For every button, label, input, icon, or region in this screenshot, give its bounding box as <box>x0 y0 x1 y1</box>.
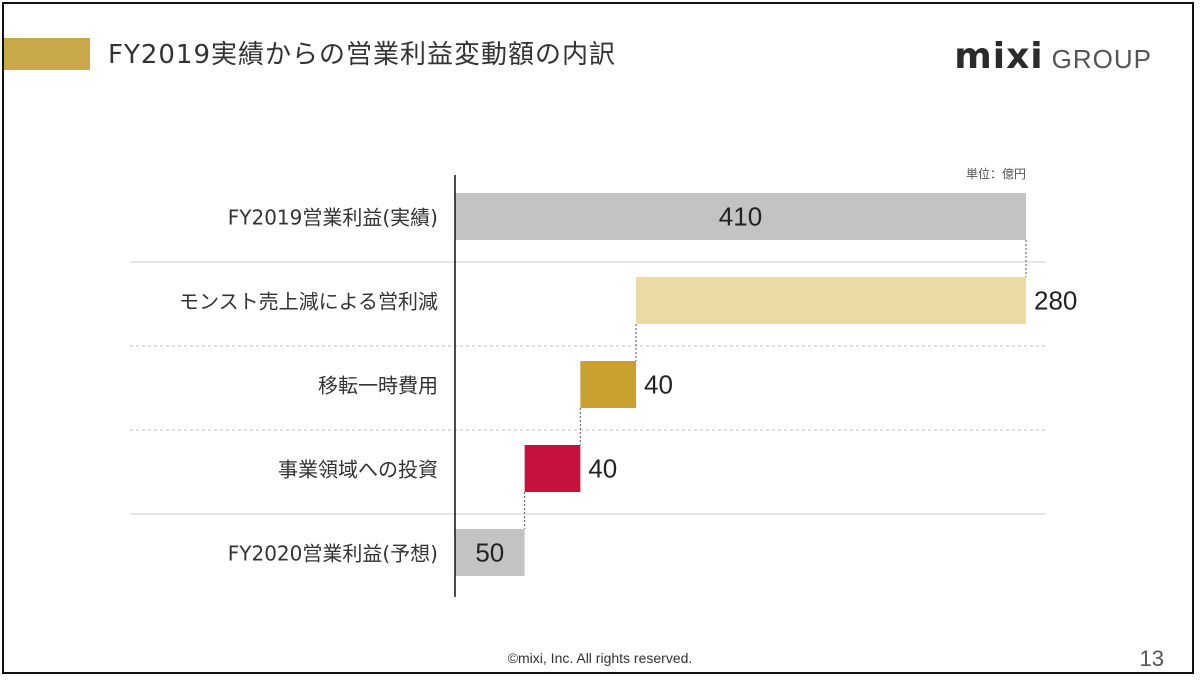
value-label: 40 <box>644 370 673 400</box>
bar-4 <box>524 445 581 492</box>
page-number: 13 <box>1139 646 1164 671</box>
value-label: 50 <box>475 538 504 568</box>
unit-label: 単位：億円 <box>966 166 1026 181</box>
category-label: 事業領域への投資 <box>278 458 438 482</box>
category-label: FY2020営業利益(予想) <box>228 542 438 566</box>
category-label: FY2019営業利益(実績) <box>228 206 438 230</box>
bar-2 <box>636 277 1026 324</box>
slide-title: FY2019実績からの営業利益変動額の内訳 <box>108 40 617 70</box>
logo-mark: mixi <box>954 36 1044 77</box>
value-label: 410 <box>719 202 762 232</box>
mixi-group-logo: mixi GROUP <box>954 36 1152 77</box>
value-label: 280 <box>1034 286 1077 316</box>
value-label: 40 <box>588 454 617 484</box>
copyright-footer: ©mixi, Inc. All rights reserved. <box>507 650 693 666</box>
logo-group-text: GROUP <box>1051 44 1152 74</box>
category-label: 移転一時費用 <box>318 374 438 398</box>
bar-3 <box>580 361 637 408</box>
bar-1 <box>455 193 1026 240</box>
title-accent-bar <box>4 38 90 70</box>
bar-5 <box>455 529 525 576</box>
category-label: モンスト売上減による営利減 <box>179 290 438 314</box>
